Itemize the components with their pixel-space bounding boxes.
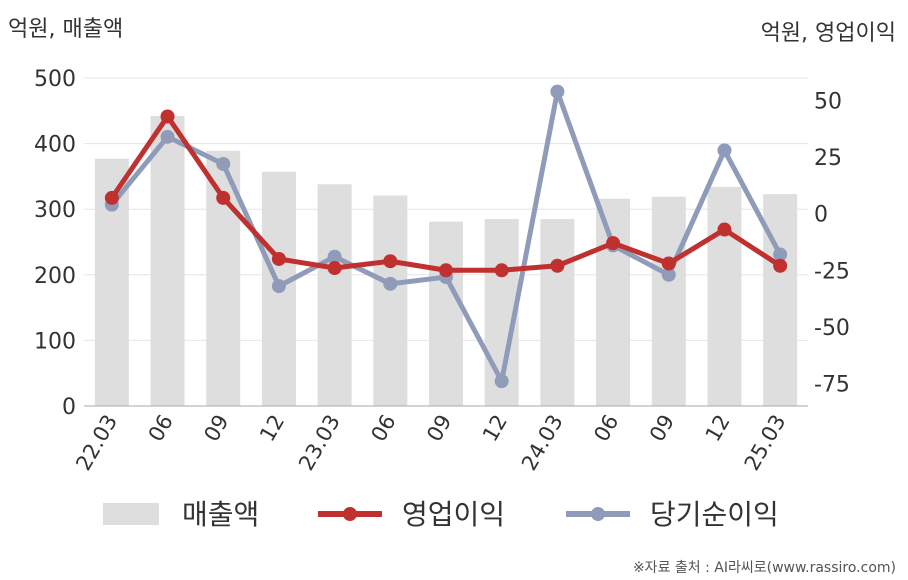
right-tick-label: -25 [814,259,850,284]
x-tick-label: 24.03 [517,411,568,475]
right-tick-label: 50 [814,90,842,115]
data-point [661,267,676,282]
data-point [327,261,342,276]
data-point [494,374,509,389]
bar [317,184,352,406]
x-axis-ticks: 22.03 06 09 12 23.03 06 09 12 24.03 06 09 12 25.03 [71,411,790,475]
legend-swatch-sales [103,503,159,525]
x-tick-label: 12 [478,411,512,446]
grid-lines [84,77,808,341]
line-series [104,84,788,389]
bar [373,195,408,406]
bar [150,116,185,406]
right-tick-label: -75 [814,372,850,397]
data-point [271,279,286,294]
x-tick-label: 12 [701,411,735,446]
data-point [104,190,119,205]
data-point [717,143,732,158]
data-point [216,190,231,205]
left-axis-title: 억원, 매출액 [8,17,123,42]
legend-marker-operating-profit [343,507,357,521]
right-tick-label: 0 [814,203,828,228]
right-axis-title: 억원, 영업이익 [761,21,896,46]
x-tick-label: 12 [255,411,289,446]
data-point [271,251,286,266]
x-tick-label: 09 [199,411,233,446]
data-point [606,236,621,251]
data-point [661,256,676,271]
legend-marker-net-income [591,507,605,521]
x-tick-label: 23.03 [294,411,345,475]
left-tick-label: 400 [34,133,76,158]
data-point [773,258,788,273]
data-point [383,276,398,291]
x-tick-label: 06 [366,411,400,446]
source-note: ※자료 출처 : AI라씨로(www.rassiro.com) [633,560,896,576]
bar [540,219,575,406]
bar [651,196,686,406]
left-tick-label: 100 [34,329,76,354]
left-axis-ticks: 0 100 200 300 400 500 [34,67,76,420]
left-tick-label: 200 [34,264,76,289]
data-point [439,263,453,278]
left-tick-label: 300 [34,198,76,223]
legend-label-sales: 매출액 [182,498,259,531]
data-point [550,258,565,273]
left-tick-label: 500 [34,67,76,92]
data-point [327,249,342,264]
x-tick-label: 25.03 [740,411,791,475]
data-point [550,84,565,99]
data-point [494,263,509,278]
right-axis-ticks: -75 -50 -25 0 25 50 [814,90,850,398]
left-tick-label: 0 [62,395,76,420]
right-tick-label: -50 [814,316,850,341]
bar [429,221,463,406]
legend: 매출액 영업이익 당기순이익 [103,498,779,531]
data-point [383,254,398,269]
x-tick-label: 06 [144,411,178,446]
bar [763,194,798,406]
right-tick-label: 25 [814,146,842,171]
data-point [216,156,231,171]
bar-series [94,116,798,406]
x-tick-label: 09 [422,411,456,446]
legend-label-operating-profit: 영업이익 [402,498,505,531]
bar [707,186,742,406]
data-point [773,247,788,262]
data-point [160,109,175,124]
data-point [717,222,732,237]
legend-label-net-income: 당기순이익 [650,498,779,531]
x-tick-label: 09 [645,411,679,446]
bar [596,198,631,406]
x-tick-label: 22.03 [71,411,122,475]
x-tick-label: 06 [589,411,623,446]
data-point [160,129,175,144]
